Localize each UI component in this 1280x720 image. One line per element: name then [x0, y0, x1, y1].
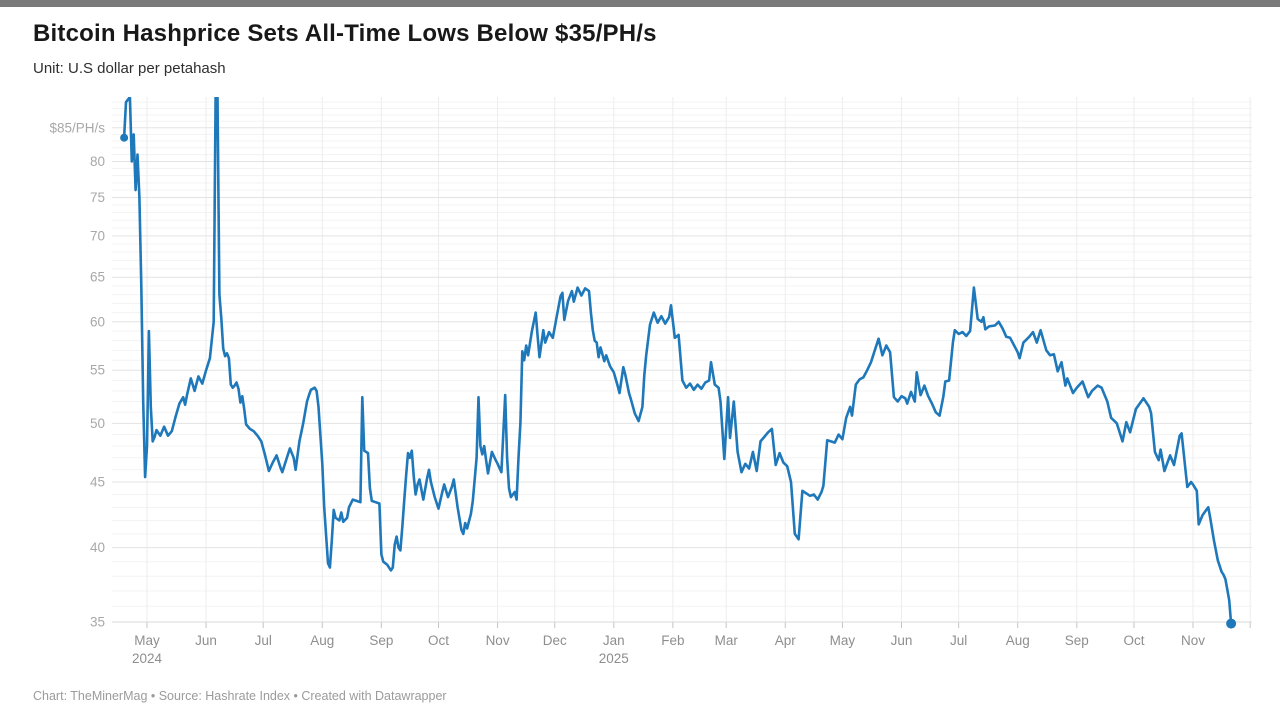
x-axis-label: Sep	[1065, 633, 1089, 648]
chart-attribution: Chart: TheMinerMag • Source: Hashrate In…	[33, 689, 447, 703]
chart-header: Bitcoin Hashprice Sets All-Time Lows Bel…	[33, 20, 657, 77]
series-start-dot	[120, 133, 129, 142]
x-axis-label: Jun	[891, 633, 913, 648]
x-gridlines	[146, 97, 1251, 628]
y-axis-label: 65	[90, 270, 105, 285]
y-axis-label: 45	[90, 475, 105, 490]
x-axis-label: Mar	[715, 633, 739, 648]
x-axis-label: Aug	[310, 633, 334, 648]
x-axis-year-label: 2024	[132, 651, 163, 666]
price-line	[122, 97, 1233, 625]
x-axis-labels: May 2024 Jun Jul Aug Sep Oct Nov Dec Jan 2025 Feb Ma…	[132, 633, 1205, 666]
y-axis-labels: $85/PH/s 80 75 70 65 60 55 50 45 40 35	[49, 120, 105, 629]
series-end-dot	[1226, 618, 1237, 629]
chart-subtitle: Unit: U.S dollar per petahash	[33, 60, 226, 77]
y-axis-label: 80	[90, 154, 105, 169]
x-axis-label: Oct	[1123, 633, 1144, 648]
x-axis-label: May	[134, 633, 160, 648]
x-axis-label: Jun	[195, 633, 217, 648]
x-axis-label: Apr	[775, 633, 797, 648]
y-axis-label: 40	[90, 540, 105, 555]
x-axis-year-label: 2025	[599, 651, 629, 666]
chart-title: Bitcoin Hashprice Sets All-Time Lows Bel…	[33, 20, 657, 47]
y-axis-label: 60	[90, 314, 105, 329]
x-axis-label: Jul	[255, 633, 272, 648]
y-axis-label: 70	[90, 228, 105, 243]
x-axis-label: Sep	[369, 633, 393, 648]
x-axis-label: Nov	[486, 633, 510, 648]
y-axis-label: 50	[90, 416, 105, 431]
y-axis-label: 55	[90, 363, 105, 378]
x-axis-label: Oct	[428, 633, 449, 648]
x-axis-label: Feb	[661, 633, 684, 648]
x-axis-label: Jul	[950, 633, 967, 648]
x-axis-label: Aug	[1006, 633, 1030, 648]
y-axis-label: $85/PH/s	[49, 120, 105, 135]
y-gridlines-minor	[112, 101, 1252, 607]
x-axis-label: Dec	[543, 633, 567, 648]
y-axis-label: 35	[90, 615, 105, 630]
y-axis-label: 75	[90, 190, 105, 205]
x-axis-label: May	[830, 633, 856, 648]
x-axis-label: Nov	[1181, 633, 1205, 648]
x-axis-label: Jan	[603, 633, 625, 648]
screen-top-bar	[0, 0, 1280, 7]
